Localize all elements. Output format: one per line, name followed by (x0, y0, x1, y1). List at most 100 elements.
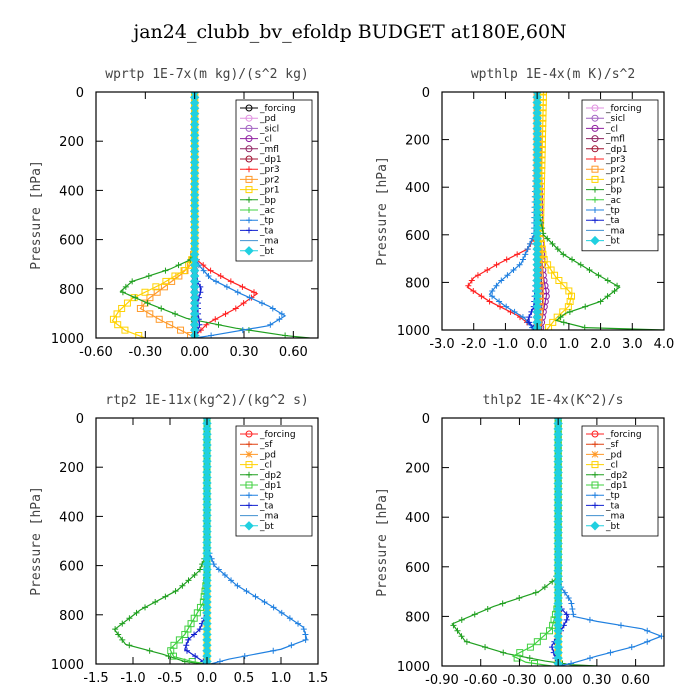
series-marker (555, 276, 563, 284)
legend-marker (592, 471, 598, 478)
x-tick-label: -0.90 (425, 673, 459, 688)
legend-label: _mfl (259, 145, 279, 155)
y-tick-label: 0 (76, 86, 84, 101)
series-marker (144, 300, 151, 307)
series-marker (222, 310, 229, 317)
series-marker (644, 638, 651, 645)
series-marker (207, 267, 214, 274)
legend-marker (592, 441, 598, 448)
series-group (450, 418, 664, 666)
series-marker (213, 278, 220, 285)
legend-label: _forcing (605, 104, 642, 114)
series-marker (172, 588, 179, 595)
series-marker (270, 604, 277, 611)
chart-panel-4: thlp2 1E-4x(K^2)/s Pressure [hPa] 0 200 400 6… (375, 393, 665, 688)
series-marker (561, 589, 568, 596)
legend-marker (246, 441, 252, 448)
series-marker (133, 609, 140, 616)
plot-frame (95, 91, 319, 339)
series-marker (565, 595, 572, 602)
legend: _forcing_pd_sicl_cl_mfl_dp1_pr3_pr2_pr1_… (235, 99, 313, 262)
legend-marker (590, 521, 600, 531)
legend-label: _bt (605, 237, 620, 247)
series-marker (123, 299, 131, 307)
x-tick-label: -1.0 (120, 671, 145, 686)
series-marker (212, 316, 219, 323)
legend-marker (591, 145, 599, 153)
series-marker (568, 292, 576, 300)
series-marker (142, 604, 149, 611)
legend-label: _pd (259, 114, 276, 124)
series-marker (200, 267, 207, 274)
legend-label: _bt (259, 247, 274, 257)
series-marker (196, 566, 203, 573)
y-tick-label: 1000 (51, 658, 84, 673)
y-tick-label: 200 (405, 462, 430, 477)
series-marker (129, 278, 136, 285)
series-marker (175, 636, 183, 644)
x-tick-label: -0.30 (129, 345, 163, 360)
series-marker (569, 256, 576, 263)
series-line (451, 418, 597, 666)
series-line (466, 92, 538, 330)
y-tick-label: 1000 (397, 660, 430, 675)
legend-label: _ac (605, 196, 621, 206)
y-tick-label: 600 (405, 229, 430, 244)
legend-label: _pr3 (605, 155, 626, 165)
series-marker (489, 293, 496, 300)
legend-marker (245, 114, 253, 122)
legend-marker (592, 502, 598, 509)
series-marker (227, 278, 234, 285)
series-marker (568, 600, 575, 607)
series-group (112, 418, 309, 664)
y-tick-label: 800 (59, 283, 84, 298)
series-marker (560, 319, 567, 326)
series-marker (463, 638, 470, 645)
series-marker (278, 310, 285, 317)
legend-label: _ta (605, 501, 620, 511)
y-tick-label: 0 (76, 412, 84, 427)
series-marker (496, 298, 503, 305)
series-marker (524, 246, 531, 253)
series-marker (171, 272, 179, 280)
plot-frame (441, 417, 665, 667)
series-marker (499, 600, 506, 607)
series-marker (516, 261, 523, 268)
x-tick-label: -0.5 (157, 671, 182, 686)
legend-marker (244, 246, 254, 256)
legend-label: _dp1 (259, 481, 282, 491)
y-tick-label: 0 (422, 86, 430, 101)
series-marker (531, 660, 538, 666)
series-marker (545, 627, 553, 635)
legend-marker (245, 186, 253, 194)
series-marker (549, 240, 556, 247)
series-marker (153, 288, 161, 296)
legend-label: _ma (605, 226, 625, 236)
legend-label: _forcing (605, 430, 642, 440)
series-marker (162, 267, 169, 274)
series-marker (468, 277, 475, 284)
legend-label: _tp (259, 491, 274, 501)
series-marker (532, 589, 539, 596)
series-marker (261, 599, 268, 606)
series-marker (180, 267, 188, 275)
x-tick-label: -3.0 (429, 337, 454, 352)
series-marker (498, 277, 505, 284)
legend-label: _dp1 (605, 481, 628, 491)
legend-label: _sf (259, 440, 273, 450)
y-axis-label: Pressure [hPa] (29, 160, 44, 270)
y-tick-label: 400 (59, 510, 84, 525)
legend-box (235, 99, 313, 262)
legend-label: _pd (605, 450, 622, 460)
series-marker (484, 267, 491, 274)
series-marker (544, 235, 551, 242)
series-marker (152, 599, 159, 606)
series-marker (302, 636, 309, 643)
series-marker (185, 636, 192, 643)
series-marker (158, 305, 165, 312)
series-marker (526, 240, 533, 247)
legend-marker (244, 521, 254, 531)
series-marker (458, 633, 465, 640)
series-marker (514, 251, 521, 258)
series-marker (169, 652, 177, 660)
